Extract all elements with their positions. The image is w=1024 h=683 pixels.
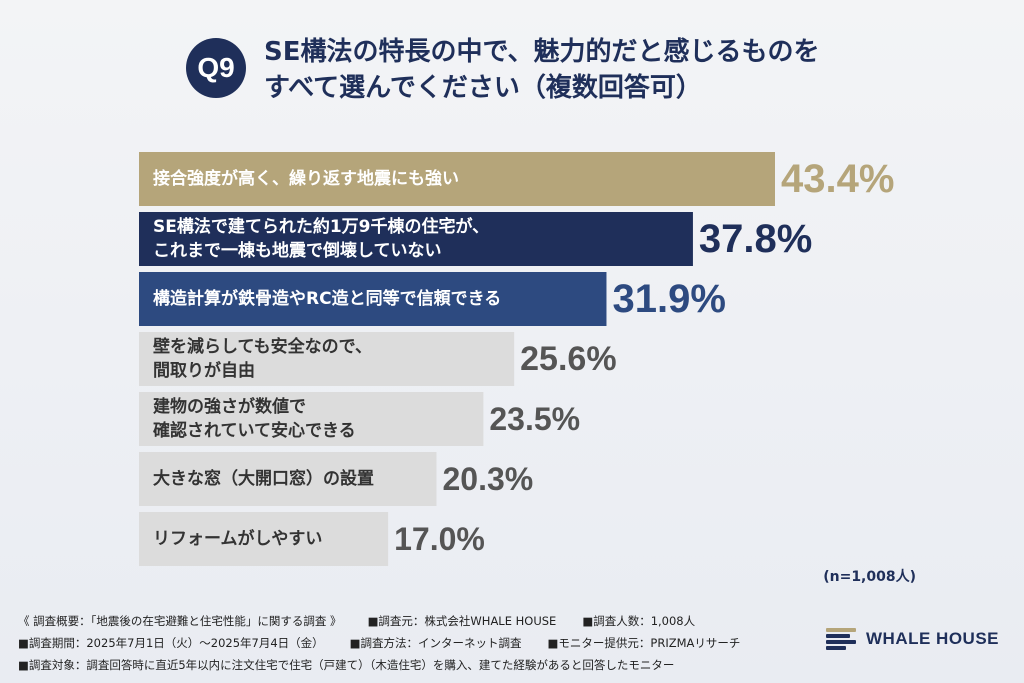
logo-stripe: [826, 646, 846, 650]
logo-stripe: [826, 628, 856, 632]
category-label-line: SE構法で建てられた約1万9千棟の住宅が、: [153, 217, 490, 237]
title-line-2: すべて選んでください（複数回答可）: [264, 73, 702, 103]
bar-7: [139, 512, 389, 566]
category-label-line: 間取りが自由: [153, 361, 255, 381]
footer-count: ■調査人数：1,008人: [582, 614, 696, 628]
footer-method: ■調査方法：インターネット調査: [349, 636, 522, 650]
value-label-4: 25.6%: [520, 340, 617, 378]
title-line-1: SE構法の特長の中で、魅力的だと感じるものを: [264, 37, 820, 67]
sample-size: (n=1,008人): [823, 569, 916, 585]
logo-stripe: [826, 640, 856, 644]
category-label-6: 大きな窓（大開口窓）の設置: [153, 452, 374, 506]
value-label-5: 23.5%: [489, 401, 581, 437]
category-label-line: 壁を減らしても安全なので、: [153, 337, 372, 357]
category-label-line: リフォームがしやすい: [153, 529, 323, 549]
survey-footer: 《 調査概要：「地震後の在宅避難と住宅性能」に関する調査 》 ■調査元：株式会社…: [18, 610, 818, 676]
logo-icon: [826, 628, 856, 650]
question-badge: Q9: [186, 38, 246, 98]
category-label-line: 建物の強さが数値で: [153, 397, 306, 417]
category-label-5: 建物の強さが数値で確認されていて安心できる: [153, 392, 356, 446]
value-label-2: 37.8%: [698, 217, 813, 261]
logo-stripe: [826, 634, 850, 638]
category-label-line: 大きな窓（大開口窓）の設置: [153, 469, 374, 489]
category-label-2: SE構法で建てられた約1万9千棟の住宅が、 これまで一棟も地震で倒壊していない: [153, 212, 489, 266]
footer-summary: 《 調査概要：「地震後の在宅避難と住宅性能」に関する調査 》: [18, 614, 342, 628]
value-label-3: 31.9%: [612, 277, 726, 321]
whale-house-logo: WHALE HOUSE: [826, 628, 999, 650]
category-label-3: 構造計算が鉄骨造やRC造と同等で信頼できる: [153, 272, 501, 326]
category-label-line: 構造計算が鉄骨造やRC造と同等で信頼できる: [153, 289, 502, 309]
value-label-6: 20.3%: [442, 461, 534, 497]
footer-provider: ■モニター提供元：PRIZMAリサーチ: [547, 636, 741, 650]
bar-1: [139, 152, 775, 206]
bar-3: [139, 272, 607, 326]
value-label-7: 17.0%: [394, 521, 485, 557]
value-label-1: 43.4%: [781, 157, 895, 201]
category-label-line: 接合強度が高く、繰り返す地震にも強い: [153, 169, 459, 189]
question-title: SE構法の特長の中で、魅力的だと感じるものを すべて選んでください（複数回答可）: [264, 34, 884, 106]
bar-5: [139, 392, 484, 446]
footer-period: ■調査期間：2025年7月1日（火）〜2025年7月4日（金）: [18, 636, 324, 650]
category-label-line: これまで一棟も地震で倒壊していない: [153, 241, 442, 261]
footer-target: ■調査対象：調査回答時に直近5年以内に注文住宅で住宅（戸建て）（木造住宅）を購入…: [18, 658, 675, 672]
category-label-7: リフォームがしやすい: [153, 512, 322, 566]
bar-6: [139, 452, 437, 506]
bar-4: [139, 332, 515, 386]
footer-org: ■調査元：株式会社WHALE HOUSE: [367, 614, 557, 628]
category-label-4: 壁を減らしても安全なので、 間取りが自由: [153, 332, 372, 386]
bar-2: [139, 212, 693, 266]
logo-text: WHALE HOUSE: [866, 629, 999, 648]
category-label-1: 接合強度が高く、繰り返す地震にも強い: [153, 152, 459, 206]
category-label-line: 確認されていて安心できる: [153, 421, 356, 441]
